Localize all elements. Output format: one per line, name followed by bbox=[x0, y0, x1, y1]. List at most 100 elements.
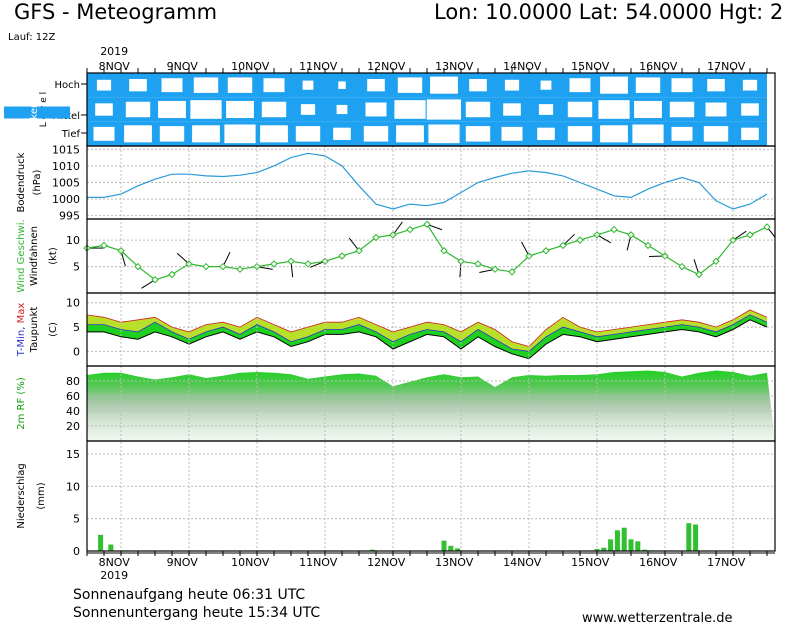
cloud-gap bbox=[742, 79, 758, 91]
wind-speed-point bbox=[202, 262, 210, 271]
cloud-gap bbox=[159, 126, 185, 142]
precipitation-bar bbox=[108, 544, 114, 551]
wind-speed-point bbox=[576, 236, 584, 244]
wind-barb bbox=[562, 233, 575, 246]
cloud-gap bbox=[192, 125, 220, 143]
date-label-top: 15NOV bbox=[571, 60, 610, 73]
wind-speed-point bbox=[151, 276, 159, 284]
cloud-gap bbox=[302, 80, 314, 90]
wind-speed-point bbox=[321, 257, 329, 265]
pressure-series-line bbox=[87, 152, 768, 210]
cloud-gap bbox=[671, 78, 693, 93]
wind-tick-label: 10 bbox=[66, 234, 80, 247]
precipitation-bar bbox=[601, 547, 607, 551]
precipitation-bar bbox=[608, 539, 614, 551]
cloud-gap bbox=[161, 78, 183, 93]
cloud-gap bbox=[600, 76, 628, 94]
wind-tick-label: 5 bbox=[73, 261, 80, 274]
pressure-tick-label: 1010 bbox=[52, 160, 80, 173]
date-label-bottom: 16NOV bbox=[639, 556, 678, 569]
date-label-bottom: 11NOV bbox=[299, 556, 338, 569]
date-label-bottom: 14NOV bbox=[503, 556, 542, 569]
cloud-gap bbox=[428, 124, 460, 144]
cloud-gap bbox=[125, 101, 151, 118]
pressure-tick-label: 1015 bbox=[52, 143, 80, 156]
precipitation-bar bbox=[686, 523, 692, 551]
cloud-gap bbox=[190, 100, 222, 119]
cloud-gap bbox=[465, 101, 491, 118]
cloud-gap bbox=[260, 125, 288, 143]
temperature-tick-label: 0 bbox=[73, 345, 80, 358]
model-run-label: Lauf: 12Z bbox=[8, 32, 56, 43]
wind-speed-point bbox=[610, 225, 618, 234]
wind-speed-point bbox=[474, 260, 482, 268]
sunrise-text: Sonnenaufgang heute 06:31 UTC bbox=[73, 587, 306, 603]
precipitation-bar bbox=[98, 534, 104, 551]
temperature-axis-label: T-Min, Max bbox=[16, 303, 27, 358]
wind-speed-point bbox=[695, 270, 703, 279]
temperature-tick-label: 10 bbox=[66, 297, 80, 310]
cloud-gap bbox=[634, 100, 662, 119]
date-label-top: 9NOV bbox=[167, 60, 199, 73]
cloud-gap bbox=[705, 102, 727, 117]
wind-speed-point bbox=[712, 257, 720, 265]
precipitation-unit-label: (mm) bbox=[36, 482, 47, 509]
cloud-gap bbox=[263, 78, 285, 93]
cloud-gap bbox=[669, 101, 695, 118]
pressure-axis-label: Bodendruck bbox=[16, 152, 27, 212]
precipitation-tick-label: 15 bbox=[66, 448, 80, 461]
precipitation-bar bbox=[693, 524, 699, 551]
wind-speed-point bbox=[644, 241, 652, 250]
wind-speed-point bbox=[678, 262, 686, 271]
wind-barb bbox=[348, 237, 360, 252]
wind-speed-point bbox=[746, 231, 754, 239]
humidity-area bbox=[87, 370, 775, 441]
date-label-top: 17NOV bbox=[707, 60, 746, 73]
wind-speed-axis-label: Wind Geschwi. bbox=[16, 219, 27, 292]
temperature-max-band bbox=[87, 310, 767, 352]
date-label-bottom: 17NOV bbox=[707, 556, 746, 569]
cloud-gap bbox=[367, 79, 385, 92]
cloud-gap bbox=[224, 124, 256, 144]
cloud-level-hoch: Hoch bbox=[55, 80, 80, 91]
wind-barb bbox=[176, 252, 190, 265]
wind-speed-point bbox=[304, 260, 312, 268]
wind-speed-point bbox=[219, 262, 227, 271]
cloud-gap bbox=[227, 77, 253, 93]
website-credit: www.wetterzentrale.de bbox=[582, 611, 733, 626]
temperature-unit-label: (C) bbox=[48, 322, 59, 337]
dewpoint-line bbox=[87, 319, 768, 360]
date-label-bottom: 8NOV bbox=[99, 556, 131, 569]
cloud-gap bbox=[707, 79, 725, 92]
precipitation-bar bbox=[441, 540, 447, 551]
wind-speed-point bbox=[236, 265, 244, 273]
cloud-gap bbox=[600, 125, 628, 143]
cloud-gap bbox=[635, 77, 661, 93]
cloud-gap bbox=[430, 76, 458, 94]
wind-speed-point bbox=[627, 231, 635, 239]
cloud-gap bbox=[261, 101, 287, 118]
pressure-tick-label: 1000 bbox=[52, 193, 80, 206]
cloud-gap bbox=[632, 124, 664, 144]
date-label-bottom: 13NOV bbox=[435, 556, 474, 569]
precipitation-bar bbox=[370, 549, 376, 551]
wind-speed-point bbox=[338, 252, 346, 260]
cloud-gap bbox=[396, 125, 424, 143]
cloud-gap bbox=[394, 100, 426, 119]
temperature-min-band bbox=[87, 314, 767, 359]
cloud-gap bbox=[598, 100, 630, 119]
year-label-top: 2019 bbox=[100, 45, 128, 58]
wind-speed-point bbox=[423, 220, 431, 228]
wind-speed-point bbox=[355, 247, 363, 255]
date-label-top: 8NOV bbox=[99, 60, 131, 73]
cloud-gap bbox=[363, 126, 389, 142]
date-label-top: 14NOV bbox=[503, 60, 542, 73]
cloud-gap bbox=[300, 104, 316, 115]
cloud-gap bbox=[504, 79, 520, 91]
precipitation-bar bbox=[455, 548, 461, 551]
dewpoint-axis-label: Taupunkt bbox=[29, 307, 40, 354]
cloud-gap bbox=[503, 103, 521, 116]
wind-speed-point bbox=[542, 247, 550, 255]
cloud-gap bbox=[338, 81, 346, 89]
wind-speed-point bbox=[372, 233, 380, 242]
